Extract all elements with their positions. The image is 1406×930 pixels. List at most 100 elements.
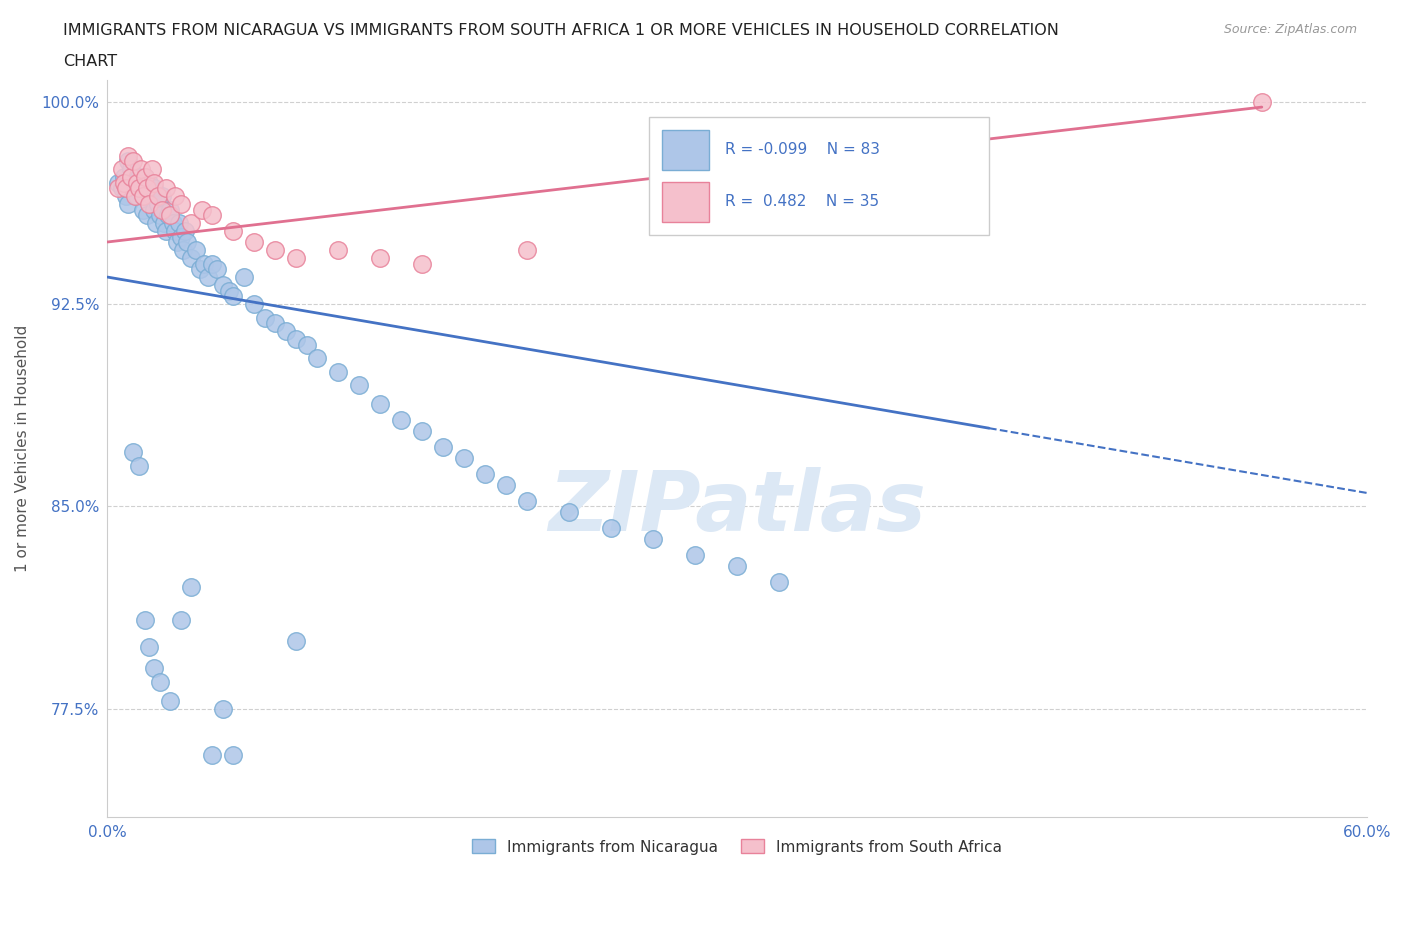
Point (307, 351, 329, 365)
Point (197, 270, 219, 285)
Point (495, 477, 517, 492)
Point (112, 175, 135, 190)
Point (111, 180, 134, 195)
Point (120, 170, 142, 185)
Point (212, 701, 235, 716)
Point (124, 180, 146, 195)
Point (264, 243, 287, 258)
Point (128, 170, 150, 185)
Point (115, 189, 138, 204)
Point (201, 256, 224, 271)
Point (295, 337, 318, 352)
Point (274, 324, 297, 339)
Point (141, 189, 163, 204)
Point (136, 180, 159, 195)
Point (285, 251, 308, 266)
Point (107, 175, 129, 190)
Point (193, 256, 215, 271)
Text: R =  0.482    N = 35: R = 0.482 N = 35 (724, 194, 879, 209)
Point (128, 180, 150, 195)
Point (166, 234, 188, 249)
Point (146, 189, 169, 204)
Point (201, 207, 224, 222)
Point (128, 458, 150, 473)
Point (167, 216, 190, 231)
Point (153, 216, 176, 231)
Point (205, 261, 228, 276)
Point (121, 175, 143, 190)
Point (142, 175, 165, 190)
Point (134, 170, 156, 185)
Point (132, 202, 155, 217)
Point (411, 423, 433, 438)
Point (170, 197, 193, 212)
Point (558, 504, 581, 519)
Point (328, 364, 350, 379)
Y-axis label: 1 or more Vehicles in Household: 1 or more Vehicles in Household (15, 325, 30, 572)
Point (117, 148, 139, 163)
Point (141, 162, 163, 177)
Point (142, 180, 165, 195)
Point (138, 639, 160, 654)
Point (132, 189, 155, 204)
Point (389, 413, 412, 428)
Point (121, 153, 143, 168)
Point (129, 162, 152, 177)
Point (125, 175, 148, 190)
Text: IMMIGRANTS FROM NICARAGUA VS IMMIGRANTS FROM SOUTH AFRICA 1 OR MORE VEHICLES IN : IMMIGRANTS FROM NICARAGUA VS IMMIGRANTS … (63, 23, 1059, 38)
Point (222, 224, 245, 239)
Point (124, 189, 146, 204)
FancyBboxPatch shape (662, 129, 710, 170)
Text: Source: ZipAtlas.com: Source: ZipAtlas.com (1223, 23, 1357, 36)
Text: ZIPatlas: ZIPatlas (548, 467, 927, 548)
Point (163, 224, 186, 239)
Point (600, 521, 623, 536)
Point (191, 202, 214, 217)
Point (516, 243, 538, 258)
Point (134, 612, 156, 627)
Point (170, 612, 193, 627)
Point (201, 747, 224, 762)
Point (349, 378, 371, 392)
Point (411, 256, 433, 271)
Point (120, 162, 142, 177)
Point (188, 261, 211, 276)
Point (159, 693, 181, 708)
Point (155, 224, 177, 239)
Text: R = -0.099    N = 83: R = -0.099 N = 83 (724, 142, 880, 157)
Point (172, 243, 194, 258)
Point (138, 175, 160, 190)
Point (232, 270, 254, 285)
Point (157, 207, 180, 222)
Point (474, 467, 496, 482)
Point (1250, 94, 1272, 109)
Legend: Immigrants from Nicaragua, Immigrants from South Africa: Immigrants from Nicaragua, Immigrants fr… (465, 833, 1008, 860)
Point (129, 180, 152, 195)
Point (170, 229, 193, 244)
Point (368, 396, 391, 411)
Point (159, 202, 181, 217)
Point (222, 288, 245, 303)
Point (643, 531, 665, 546)
Point (138, 197, 160, 212)
Point (174, 224, 197, 239)
Point (134, 170, 156, 185)
Point (155, 180, 177, 195)
Point (285, 634, 308, 649)
FancyBboxPatch shape (650, 117, 988, 234)
Point (253, 310, 276, 325)
FancyBboxPatch shape (662, 181, 710, 222)
Point (111, 162, 134, 177)
Point (725, 558, 748, 573)
Point (107, 180, 129, 195)
Point (162, 216, 184, 231)
Point (117, 153, 139, 168)
Point (243, 234, 266, 249)
Point (146, 197, 169, 212)
Point (134, 189, 156, 204)
Point (285, 332, 308, 347)
Point (136, 207, 159, 222)
Point (432, 440, 454, 455)
Point (243, 297, 266, 312)
Point (516, 494, 538, 509)
